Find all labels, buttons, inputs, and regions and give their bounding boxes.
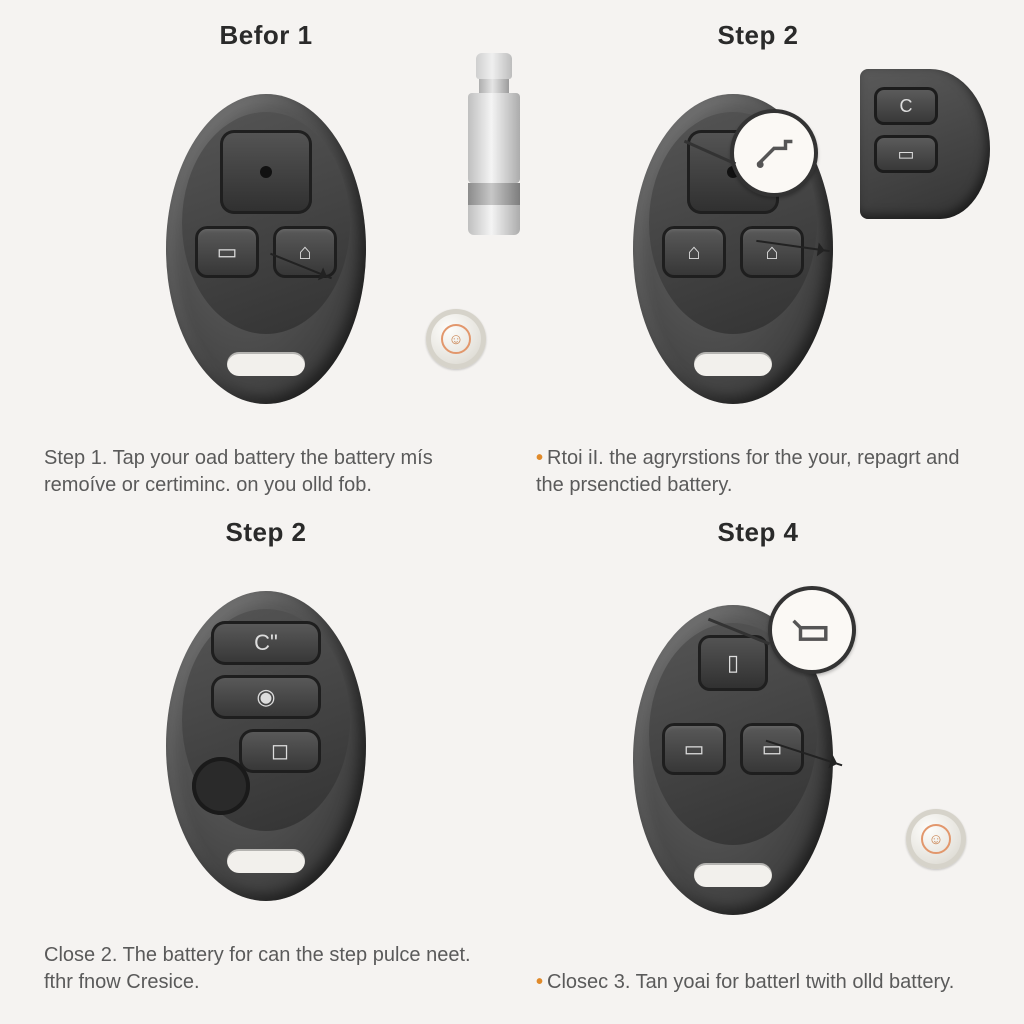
step-title: Step 2: [532, 20, 984, 51]
fob-top-button-label: ▯: [727, 650, 739, 676]
fob-button: ◻: [239, 729, 321, 773]
key-fob: C" ◉ ◻: [166, 591, 366, 901]
fob-button-right: ⌂: [740, 226, 804, 278]
panel-step-4: Step 4 ▯ ▭ ▭ ☺ •Closec 3. Tan yoai for b…: [532, 517, 984, 1004]
illustration: ▭ ⌂ ☺: [40, 59, 492, 439]
caption: •Closec 3. Tan yoai for batterl twith ol…: [532, 969, 984, 1004]
bullet-icon: •: [536, 447, 543, 469]
step-title: Step 4: [532, 517, 984, 548]
fob-button: ◉: [211, 675, 321, 719]
caption-text: Rtoi iI. the agryrstions for the your, r…: [536, 447, 959, 496]
key-fob: ▭ ⌂: [166, 94, 366, 404]
step-title: Befor 1: [40, 20, 492, 51]
battery-cylinder-icon: [466, 53, 522, 243]
fob-button-left: ⌂: [662, 226, 726, 278]
coin-battery-icon: ☺: [906, 809, 966, 869]
battery-slot-icon: [192, 757, 250, 815]
miniback-button: C: [874, 87, 938, 125]
illustration: C" ◉ ◻: [40, 556, 492, 936]
caption: Close 2. The battery for can the step pu…: [40, 942, 492, 1004]
fob-top-button: ▯: [698, 635, 768, 691]
zoom-callout-icon: [768, 586, 856, 674]
panel-befor-1: Befor 1 ▭ ⌂ ☺ Step 1. Tap your oad batte…: [40, 20, 492, 507]
caption: •Rtoi iI. the agryrstions for the your, …: [532, 445, 984, 507]
panel-step-2-top: Step 2 ⌂ ⌂ C ▭ •Rtoi iI. the agryrstions…: [532, 20, 984, 507]
panic-button: [220, 130, 312, 214]
panel-step-2-bottom: Step 2 C" ◉ ◻ Close 2. The battery for c…: [40, 517, 492, 1004]
fob-button-left: ▭: [662, 723, 726, 775]
illustration: ▯ ▭ ▭ ☺: [532, 556, 984, 963]
coin-battery-icon: ☺: [426, 309, 486, 369]
fob-button-left: ▭: [195, 226, 259, 278]
fob-button: C": [211, 621, 321, 665]
bullet-icon: •: [536, 971, 543, 993]
step-title: Step 2: [40, 517, 492, 548]
illustration: ⌂ ⌂ C ▭: [532, 59, 984, 439]
caption-text: Closec 3. Tan yoai for batterl twith oll…: [547, 971, 954, 993]
fob-back-piece: C ▭: [860, 69, 990, 219]
caption: Step 1. Tap your oad battery the battery…: [40, 445, 492, 507]
zoom-callout-icon: [730, 109, 818, 197]
miniback-button: ▭: [874, 135, 938, 173]
